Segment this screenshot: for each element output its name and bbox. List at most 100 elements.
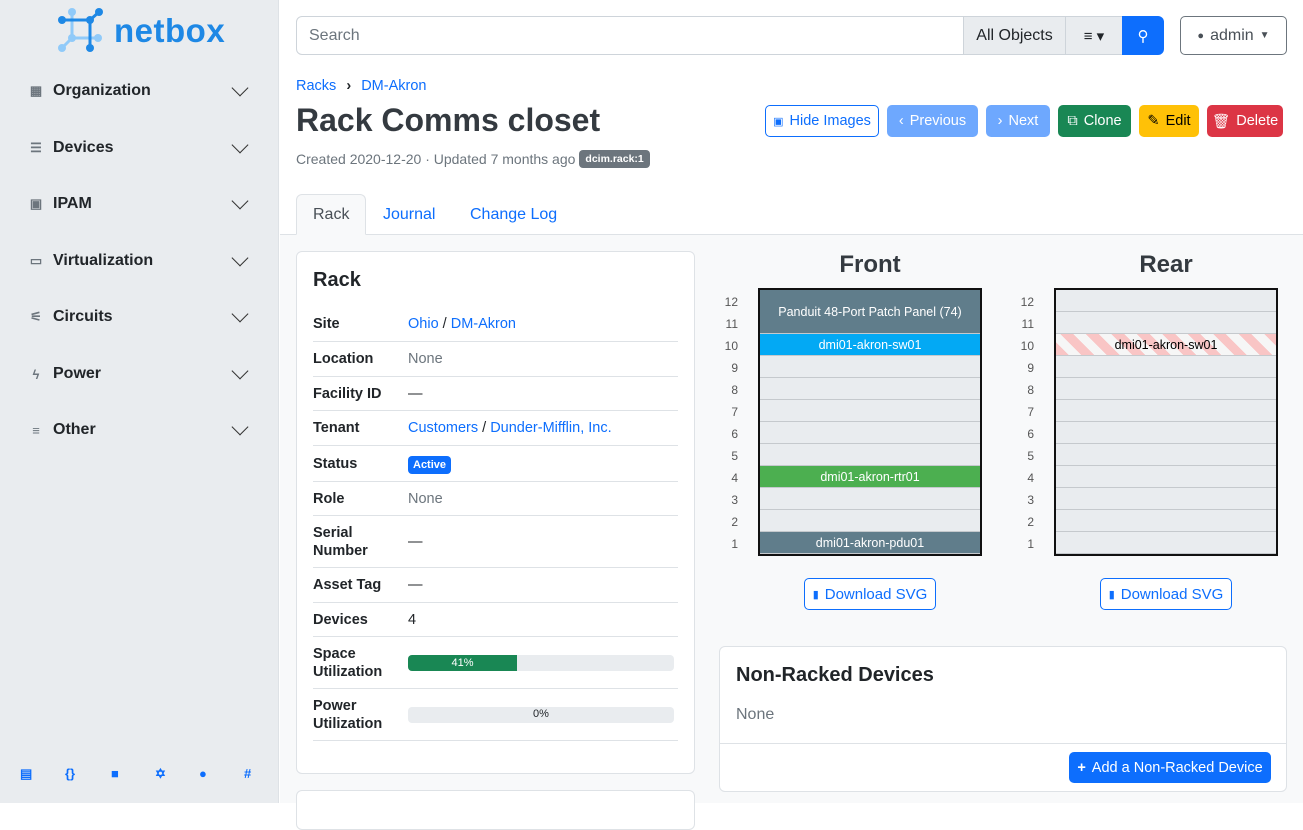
tenant-link[interactable]: Dunder-Mifflin, Inc. — [490, 420, 612, 436]
breadcrumb-site[interactable]: DM-Akron — [361, 78, 427, 94]
empty-unit[interactable] — [1056, 290, 1276, 312]
previous-button[interactable]: ‹ Previous — [887, 105, 978, 137]
row-power-utilization: Power Utilization 0% — [313, 689, 678, 741]
value: None — [408, 490, 443, 507]
add-non-racked-device-button[interactable]: + Add a Non-Racked Device — [1069, 752, 1271, 783]
api-braces-icon[interactable]: {} — [65, 766, 76, 781]
unit-number: 3 — [731, 493, 738, 507]
unit-number: 8 — [1027, 383, 1034, 397]
empty-unit[interactable] — [1056, 422, 1276, 444]
empty-unit[interactable] — [1056, 488, 1276, 510]
bookmark-icon[interactable]: ■ — [111, 766, 119, 781]
rear-title: Rear — [1139, 251, 1193, 278]
book-icon[interactable]: ▤ — [20, 766, 33, 781]
search-filter-button[interactable]: ≡ ▾ — [1065, 16, 1123, 55]
non-racked-title: Non-Racked Devices — [736, 664, 934, 686]
search-placeholder: Search — [309, 26, 360, 44]
sidebar-item-label: Virtualization — [53, 252, 154, 269]
empty-unit[interactable] — [1056, 356, 1276, 378]
chevron-down-icon — [231, 249, 249, 267]
empty-unit[interactable] — [760, 510, 980, 532]
tenant-group-link[interactable]: Customers — [408, 420, 479, 436]
empty-unit[interactable] — [1056, 466, 1276, 488]
list-icon: ≡ — [32, 422, 40, 438]
front-title: Front — [839, 251, 901, 278]
empty-unit[interactable] — [1056, 532, 1276, 554]
non-racked-devices-card: Non-Racked Devices None + Add a Non-Racke… — [719, 646, 1287, 792]
next-card — [296, 790, 695, 830]
rack-device[interactable]: Panduit 48-Port Patch Panel (74) — [760, 290, 980, 334]
unit-number: 5 — [731, 449, 738, 463]
clone-button[interactable]: ⧉ Clone — [1058, 105, 1131, 137]
empty-unit[interactable] — [760, 488, 980, 510]
chevron-down-icon — [231, 79, 249, 97]
rack-device[interactable]: dmi01-akron-pdu01 — [760, 532, 980, 554]
region-link[interactable]: Ohio — [408, 316, 439, 332]
search-input[interactable]: Search — [296, 16, 964, 55]
value: None — [408, 351, 443, 367]
download-rear-svg-button[interactable]: ▮ Download SVG — [1100, 578, 1232, 610]
sidebar-item-other[interactable]: ≡ Other — [28, 418, 250, 439]
search-button[interactable]: ⚲ — [1122, 16, 1164, 55]
hide-images-label: Hide Images — [789, 113, 871, 129]
tab-change-log[interactable]: Change Log — [470, 205, 558, 223]
value: — — [408, 385, 423, 402]
rack-device[interactable]: dmi01-akron-rtr01 — [760, 466, 980, 488]
rack-device[interactable]: dmi01-akron-sw01 — [1056, 334, 1276, 356]
sidebar-item-virtualization[interactable]: ▭ Virtualization — [28, 249, 250, 270]
chevron-down-icon — [231, 362, 249, 380]
search-scope-select[interactable]: All Objects — [963, 16, 1066, 55]
sidebar-item-circuits[interactable]: ⚟ Circuits — [28, 305, 250, 326]
empty-unit[interactable] — [1056, 378, 1276, 400]
tab-journal[interactable]: Journal — [383, 205, 436, 223]
github-icon[interactable]: ● — [199, 766, 207, 781]
sidebar-item-label: Devices — [53, 139, 114, 156]
chevron-down-icon — [231, 192, 249, 210]
chevron-down-icon — [231, 418, 249, 436]
empty-unit[interactable] — [760, 378, 980, 400]
unit-number: 5 — [1027, 449, 1034, 463]
card-footer-divider — [720, 743, 1286, 744]
breadcrumb: Racks › DM-Akron — [296, 78, 426, 94]
previous-label: Previous — [909, 113, 967, 129]
delete-button[interactable]: 🗑 Delete — [1207, 105, 1283, 137]
label: Serial Number — [313, 524, 368, 559]
empty-unit[interactable] — [760, 422, 980, 444]
download-front-svg-button[interactable]: ▮ Download SVG — [804, 578, 936, 610]
graphql-icon[interactable]: ✡ — [155, 766, 166, 781]
hide-images-button[interactable]: ▣ Hide Images — [765, 105, 879, 137]
empty-unit[interactable] — [760, 400, 980, 422]
breadcrumb-racks[interactable]: Racks — [296, 78, 337, 94]
sidebar-item-label: Other — [53, 421, 96, 438]
lightning-icon: ϟ — [32, 366, 40, 382]
unit-number: 2 — [731, 515, 738, 529]
space-utilization-bar: 41% — [408, 654, 674, 671]
empty-unit[interactable] — [1056, 400, 1276, 422]
user-menu-button[interactable]: ● admin ▼ — [1180, 16, 1287, 55]
filter-icon: ≡ ▾ — [1083, 27, 1105, 45]
edit-button[interactable]: ✎ Edit — [1139, 105, 1199, 137]
unit-number: 10 — [724, 339, 738, 353]
empty-unit[interactable] — [1056, 510, 1276, 532]
rack-card: Rack Site Ohio / DM-Akron Location None Fa… — [296, 251, 695, 774]
row-facility-id: Facility ID — — [313, 377, 678, 411]
label: Status — [313, 455, 358, 472]
empty-unit[interactable] — [1056, 312, 1276, 334]
netbox-logo[interactable]: netbox — [56, 8, 225, 54]
devices-count-link[interactable]: 4 — [408, 611, 417, 628]
site-link[interactable]: DM-Akron — [450, 316, 516, 332]
sidebar-item-organization[interactable]: ▦ Organization — [28, 79, 250, 100]
sidebar-item-ipam[interactable]: ▣ IPAM — [28, 192, 250, 213]
sidebar-item-devices[interactable]: ☰ Devices — [28, 136, 250, 157]
circuit-icon: ⚟ — [30, 309, 42, 324]
delete-label: Delete — [1236, 113, 1279, 129]
slack-icon[interactable]: # — [244, 766, 252, 781]
tab-rack[interactable]: Rack — [296, 194, 367, 235]
next-button[interactable]: › Next — [986, 105, 1050, 137]
empty-unit[interactable] — [1056, 444, 1276, 466]
empty-unit[interactable] — [760, 444, 980, 466]
sidebar-item-power[interactable]: ϟ Power — [28, 362, 250, 383]
add-label: Add a Non-Racked Device — [1091, 759, 1263, 776]
empty-unit[interactable] — [760, 356, 980, 378]
rack-device[interactable]: dmi01-akron-sw01 — [760, 334, 980, 356]
